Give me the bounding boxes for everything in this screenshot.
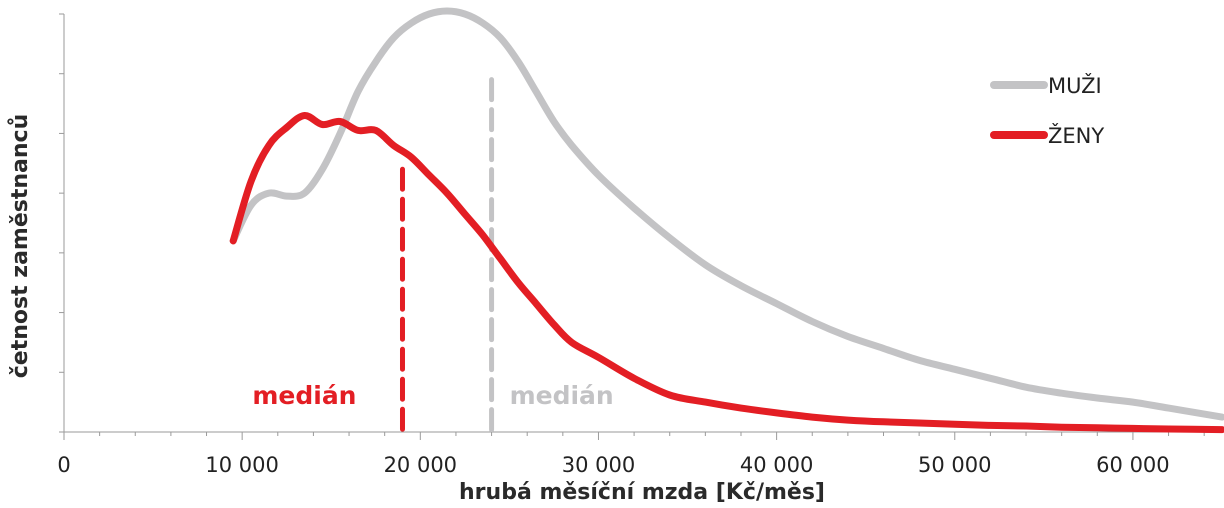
x-tick-label-4: 40 000 xyxy=(740,453,813,477)
legend: MUŽI ŽENY xyxy=(990,73,1104,148)
x-tick-label-2: 20 000 xyxy=(384,453,457,477)
x-axis-title: hrubá měsíční mzda [Kč/měs] xyxy=(459,480,825,505)
series-line-zeny xyxy=(229,112,1224,434)
legend-label-muzi: MUŽI xyxy=(1048,73,1102,98)
x-tick-label-0: 0 xyxy=(57,453,70,477)
series-lines xyxy=(229,7,1224,434)
x-tick-label-5: 50 000 xyxy=(918,453,991,477)
y-axis-title: četnost zaměstnanců xyxy=(8,114,33,379)
median-label-zeny: medián xyxy=(252,381,356,410)
legend-label-zeny: ŽENY xyxy=(1048,123,1104,148)
x-tick-label-6: 60 000 xyxy=(1096,453,1169,477)
x-tick-label-3: 30 000 xyxy=(562,453,635,477)
series-line-muzi xyxy=(229,7,1224,421)
x-tick-label-1: 10 000 xyxy=(205,453,278,477)
axes: 0 10 000 20 000 30 000 40 000 50 000 60 000 xyxy=(57,13,1222,477)
median-label-muzi: medián xyxy=(510,381,614,410)
median-markers: medián medián xyxy=(252,77,614,435)
